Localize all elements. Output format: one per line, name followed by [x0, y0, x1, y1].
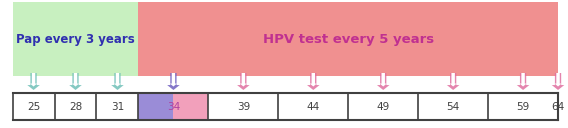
Polygon shape [237, 73, 249, 90]
Polygon shape [27, 73, 40, 90]
Text: 54: 54 [446, 102, 460, 111]
Polygon shape [170, 73, 177, 87]
Text: 34: 34 [167, 102, 180, 111]
Text: 39: 39 [237, 102, 250, 111]
Bar [12, 2, 139, 76]
Polygon shape [517, 73, 529, 90]
Text: 59: 59 [516, 102, 530, 111]
Text: Pap every 3 years: Pap every 3 years [16, 33, 135, 45]
Bar [173, 93, 208, 120]
Polygon shape [30, 73, 37, 87]
Polygon shape [552, 73, 565, 90]
Polygon shape [447, 73, 460, 90]
Bar [139, 2, 558, 76]
Polygon shape [310, 73, 317, 87]
Polygon shape [167, 73, 179, 90]
Text: 49: 49 [377, 102, 390, 111]
Polygon shape [114, 73, 121, 87]
Polygon shape [520, 73, 527, 87]
Text: 64: 64 [552, 102, 565, 111]
Polygon shape [450, 73, 457, 87]
Polygon shape [240, 73, 247, 87]
Text: 28: 28 [69, 102, 82, 111]
Polygon shape [377, 73, 390, 90]
Bar [139, 93, 173, 120]
Polygon shape [554, 73, 562, 87]
Text: 44: 44 [307, 102, 320, 111]
Polygon shape [72, 73, 79, 87]
Polygon shape [380, 73, 387, 87]
Polygon shape [307, 73, 320, 90]
Text: HPV test every 5 years: HPV test every 5 years [262, 33, 434, 45]
Text: 25: 25 [27, 102, 40, 111]
Polygon shape [69, 73, 82, 90]
Text: 31: 31 [111, 102, 124, 111]
Polygon shape [111, 73, 124, 90]
